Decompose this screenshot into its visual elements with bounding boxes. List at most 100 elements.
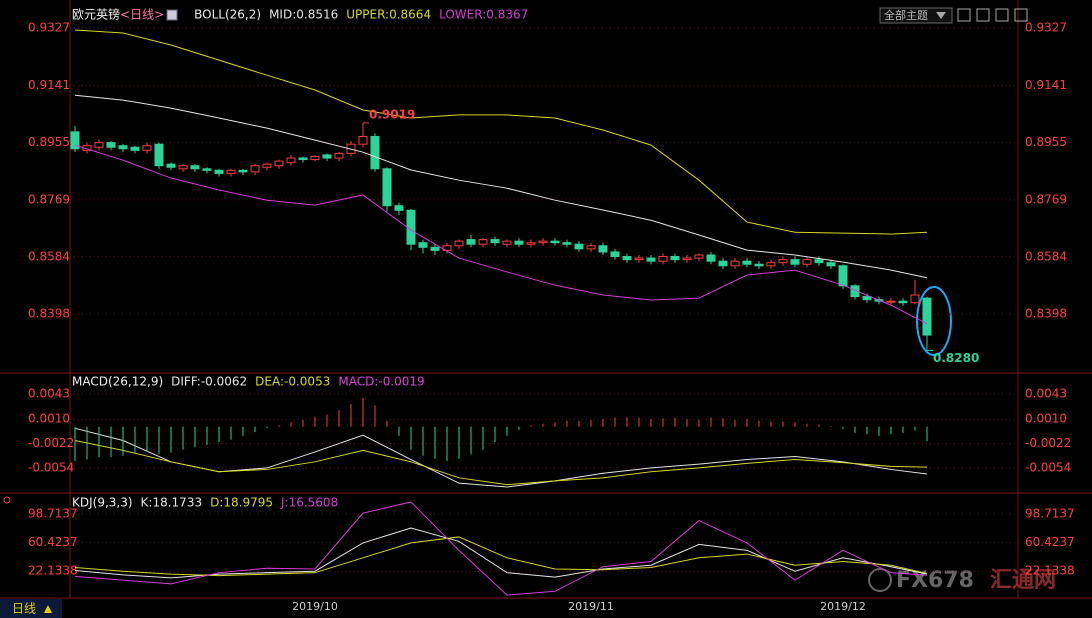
candle-body (466, 239, 476, 245)
footer-tab-bg[interactable] (0, 599, 62, 618)
candle-body (154, 143, 164, 167)
y-tick-label-right: 0.0043 (1025, 387, 1067, 401)
candle-body (490, 239, 500, 244)
y-tick-label-right: 22.1338 (1025, 564, 1075, 578)
candle-body (274, 160, 284, 167)
y-tick-label: 0.8584 (28, 249, 70, 263)
candle-body (742, 260, 752, 265)
y-tick-label: 0.0010 (28, 412, 70, 426)
candle-body (622, 256, 632, 261)
tool-icon[interactable] (995, 8, 1009, 22)
theme-arrow (936, 12, 946, 19)
candle-body (718, 260, 728, 267)
candle-body (598, 245, 608, 253)
candle-body (118, 145, 128, 150)
candle-body (574, 243, 584, 250)
candle-body (382, 168, 392, 207)
candle-body (454, 240, 464, 247)
theme-button-label[interactable]: 全部主题 (884, 8, 928, 22)
tool-icon[interactable] (957, 8, 971, 22)
candle-body (214, 169, 224, 174)
candle-body (478, 239, 488, 245)
candle-body (766, 262, 776, 267)
candle-body (94, 142, 104, 148)
theme-button[interactable] (879, 7, 953, 24)
indicator-line (74, 144, 928, 325)
candle-body (814, 259, 824, 264)
y-tick-label-right: 0.8584 (1025, 249, 1067, 263)
legend-entry: K:18.1733 (141, 496, 203, 510)
y-tick-label-right: -0.0054 (1025, 460, 1071, 474)
candle-body (334, 152, 344, 159)
indicator-line (74, 29, 928, 235)
indicator-line (74, 536, 928, 577)
candle-body (922, 297, 932, 336)
y-tick-label-right: -0.0022 (1025, 436, 1071, 450)
candle-body (610, 251, 620, 258)
indicator-line (74, 440, 928, 486)
tool-icon[interactable] (976, 8, 990, 22)
y-tick-label: 0.0043 (28, 387, 70, 401)
candle-body (238, 169, 248, 173)
candle-body (730, 260, 740, 267)
y-tick-label-right: 0.9141 (1025, 78, 1067, 92)
candle-body (310, 155, 320, 161)
indicator-line (74, 501, 928, 596)
candle-body (898, 300, 908, 304)
candle-body (526, 242, 536, 245)
y-tick-label-right: 98.7137 (1025, 507, 1075, 521)
legend-entry: LOWER:0.8367 (439, 8, 528, 22)
legend-entry: D:18.9795 (210, 496, 273, 510)
candle-body (850, 285, 860, 298)
annotation-label: 0.8280 (933, 351, 979, 365)
candle-body (262, 163, 272, 168)
candle-body (406, 209, 416, 245)
tool-icon[interactable] (1014, 8, 1028, 22)
y-tick-label: 0.9141 (28, 78, 70, 92)
candle-body (778, 259, 788, 264)
footer-tab[interactable]: 日线 (12, 602, 36, 616)
candle-body (694, 254, 704, 259)
y-tick-label: 60.4237 (28, 535, 78, 549)
candle-body (538, 240, 548, 244)
candle-body (670, 256, 680, 261)
indicator-name: KDJ(9,3,3) (72, 496, 133, 510)
watermark-logo (868, 568, 892, 592)
x-tick-label: 2019/10 (292, 600, 338, 613)
candle-body (394, 205, 404, 211)
y-tick-label: 0.9327 (28, 21, 70, 35)
candle-body (286, 157, 296, 164)
candle-body (226, 169, 236, 174)
legend-entry: DEA:-0.0053 (255, 375, 330, 389)
highlight-ellipse (916, 286, 952, 356)
indicator-name: MACD(26,12,9) (72, 375, 163, 389)
y-tick-label: -0.0022 (28, 436, 74, 450)
footer-arrow (44, 605, 52, 613)
candle-body (646, 257, 656, 262)
y-tick-label: 98.7137 (28, 507, 78, 521)
candle-body (130, 146, 140, 151)
candle-body (106, 142, 116, 148)
candle-body (838, 265, 848, 287)
candle-body (358, 135, 368, 145)
annotation-label: 0.9019 (369, 107, 415, 121)
y-tick-label: 0.8769 (28, 192, 70, 206)
candle-body (298, 157, 308, 161)
y-tick-label-right: 60.4237 (1025, 535, 1075, 549)
legend-entry: MID:0.8516 (269, 8, 338, 22)
y-tick-label-right: 0.8955 (1025, 135, 1067, 149)
candle-body (862, 296, 872, 301)
legend-entry: MACD:-0.0019 (338, 375, 424, 389)
candle-body (706, 254, 716, 262)
candle-body (550, 240, 560, 244)
candle-body (634, 257, 644, 261)
candle-body (790, 259, 800, 265)
kdj-icon (3, 496, 11, 504)
candle-body (250, 165, 260, 173)
candle-body (586, 245, 596, 250)
y-tick-label: 0.8398 (28, 307, 70, 321)
y-tick-label: -0.0054 (28, 460, 74, 474)
watermark-brand: FX678 (896, 568, 974, 593)
